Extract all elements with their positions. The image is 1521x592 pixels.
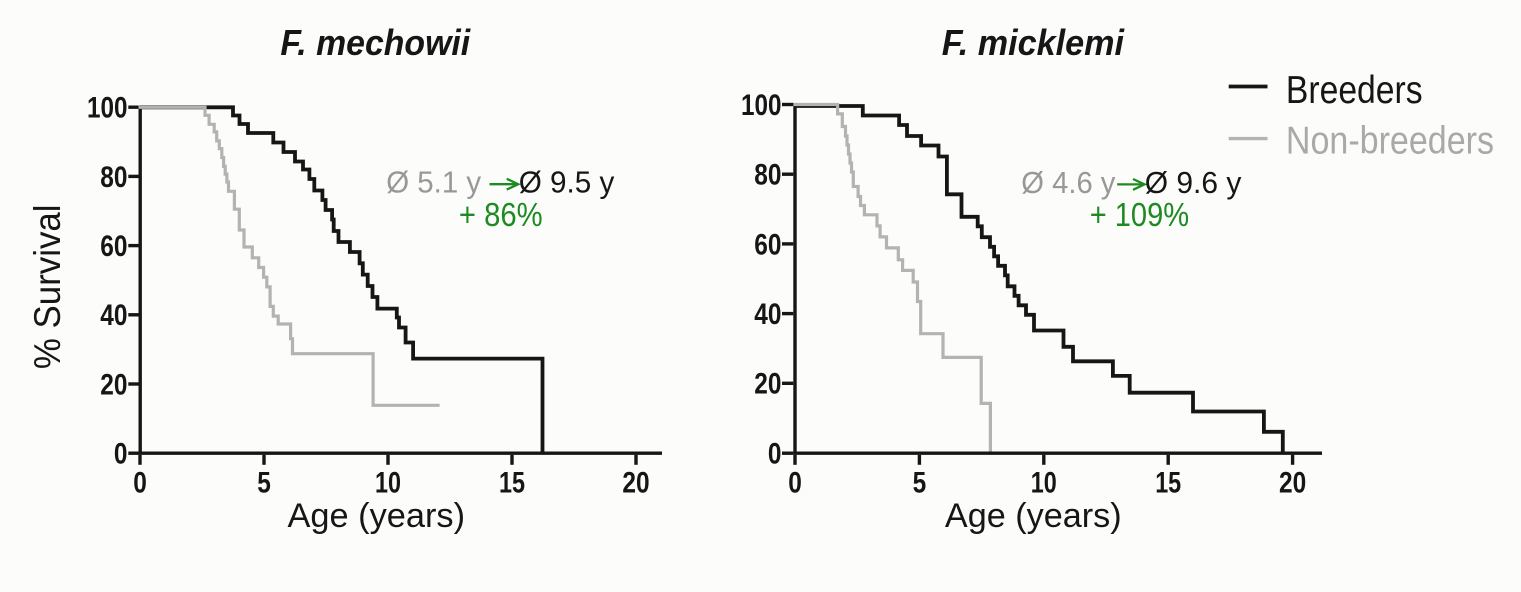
svg-text:15: 15 [1155, 467, 1181, 500]
svg-text:Ø 9.6 y: Ø 9.6 y [1145, 165, 1242, 200]
svg-text:40: 40 [754, 298, 781, 331]
svg-text:20: 20 [100, 368, 127, 401]
svg-text:0: 0 [768, 438, 782, 471]
svg-text:Age (years): Age (years) [288, 497, 466, 535]
svg-text:15: 15 [499, 467, 525, 500]
svg-text:60: 60 [100, 230, 127, 263]
svg-text:Ø 5.1 y: Ø 5.1 y [386, 165, 481, 200]
svg-text:5: 5 [913, 467, 927, 500]
svg-text:F. micklemi: F. micklemi [942, 22, 1125, 63]
svg-text:100: 100 [741, 89, 782, 122]
svg-text:10: 10 [1031, 467, 1057, 500]
svg-text:40: 40 [100, 299, 127, 332]
svg-text:80: 80 [754, 159, 781, 192]
svg-text:Ø 9.5 y: Ø 9.5 y [519, 165, 615, 200]
svg-text:0: 0 [788, 467, 802, 500]
svg-text:Ø 4.6 y: Ø 4.6 y [1021, 165, 1116, 200]
svg-text:80: 80 [100, 161, 127, 194]
svg-text:+ 109%: + 109% [1090, 196, 1189, 233]
svg-text:5: 5 [257, 467, 271, 500]
svg-text:10: 10 [375, 467, 401, 500]
svg-text:20: 20 [754, 368, 781, 401]
svg-text:20: 20 [622, 467, 649, 500]
svg-text:0: 0 [133, 467, 147, 500]
svg-text:60: 60 [754, 228, 781, 261]
svg-text:+ 86%: + 86% [459, 196, 543, 233]
svg-text:Breeders: Breeders [1286, 69, 1423, 112]
svg-text:100: 100 [87, 92, 128, 125]
svg-text:Non-breeders: Non-breeders [1286, 120, 1494, 163]
svg-text:20: 20 [1279, 467, 1306, 500]
svg-text:F. mechowii: F. mechowii [280, 22, 471, 63]
svg-text:Age (years): Age (years) [945, 497, 1122, 535]
svg-text:0: 0 [114, 438, 128, 471]
svg-text:% Survival: % Survival [27, 204, 68, 369]
